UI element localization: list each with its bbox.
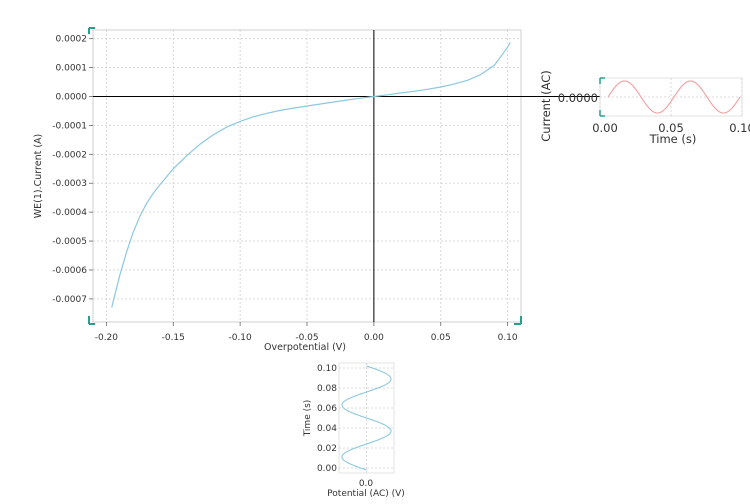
main-y-tick-label: -0.0004 [52, 208, 87, 218]
main-y-ticks: 0.0002 0.0001 0.0000 -0.0001 -0.0002 -0.0003 -… [52, 35, 93, 305]
potential-ac-x-axis-label: Potential (AC) (V) [327, 489, 405, 499]
main-x-tick-label: -0.15 [162, 333, 185, 343]
potential-ac-grid [339, 363, 394, 473]
main-x-tick-label: -0.10 [228, 333, 252, 343]
main-grid [93, 30, 521, 322]
main-zero-axes [93, 30, 600, 322]
main-y-axis-label: WE(1).Current (A) [33, 134, 44, 218]
current-ac-corner-bl[interactable] [599, 110, 605, 117]
current-ac-grid [599, 78, 743, 116]
main-x-ticks: -0.20 -0.15 -0.10 -0.05 0.00 0.05 0.10 [95, 322, 518, 343]
potential-ac-y-tick-label: 0.02 [317, 444, 337, 454]
main-x-tick-label: 0.00 [364, 333, 384, 343]
potential-ac-y-tick-label: 0.06 [317, 404, 337, 414]
main-y-tick-label: 0.0002 [56, 35, 88, 45]
corner-handle-bl[interactable] [88, 316, 95, 325]
main-y-tick-label: -0.0005 [52, 237, 87, 247]
current-ac-series-line [607, 80, 741, 114]
main-y-tick-label: -0.0006 [52, 266, 87, 276]
potential-ac-y-tick-label: 0.04 [317, 424, 337, 434]
potential-ac-y-axis-label: Time (s) [303, 400, 313, 438]
potential-ac-y-tick-label: 0.08 [317, 384, 337, 394]
current-ac-x-tick-label: 0.10 [729, 121, 750, 135]
main-x-tick-label: -0.05 [295, 333, 318, 343]
main-x-tick-label: 0.05 [431, 333, 451, 343]
potential-ac-series-line [341, 365, 392, 471]
main-x-tick-label: -0.20 [95, 333, 119, 343]
potential-ac-y-ticks: 0.10 0.08 0.06 0.04 0.02 0.00 [317, 364, 337, 474]
main-y-tick-label: -0.0002 [52, 150, 87, 160]
main-x-axis-label: Overpotential (V) [264, 342, 346, 353]
corner-handle-br[interactable] [514, 316, 522, 325]
potential-ac-x-tick: 0.0 [359, 479, 374, 489]
potential-ac-y-tick-label: 0.10 [317, 364, 337, 374]
main-series-line [111, 42, 511, 308]
main-y-tick-label: 0.0001 [56, 64, 88, 74]
main-y-tick-label: -0.0007 [52, 295, 87, 305]
main-y-tick-label: -0.0003 [52, 179, 87, 189]
corner-handle-tl[interactable] [88, 27, 95, 34]
current-ac-y-tick: 0.0000 [558, 91, 598, 105]
current-ac-x-ticks: 0.00 0.05 0.10 [592, 121, 750, 135]
main-y-tick-label: -0.0001 [52, 121, 87, 131]
current-ac-corner-tl[interactable] [599, 77, 605, 84]
potential-ac-chart: 0.10 0.08 0.06 0.04 0.02 0.00 0.0 Potential (… [303, 362, 405, 499]
current-ac-x-tick-label: 0.00 [592, 121, 618, 135]
current-ac-chart: 0.0000 0.00 0.05 0.10 Time (s) Current (AC… [539, 70, 750, 146]
current-ac-x-axis-label: Time (s) [649, 132, 697, 146]
main-x-tick-label: 0.10 [498, 333, 518, 343]
current-ac-y-axis-label: Current (AC) [539, 70, 553, 142]
main-chart: 0.0002 0.0001 0.0000 -0.0001 -0.0002 -0.0003 -… [33, 27, 600, 353]
current-ac-x-tick-label: 0.05 [658, 121, 684, 135]
potential-ac-y-tick-label: 0.00 [317, 464, 337, 474]
main-y-tick-label: 0.0000 [56, 92, 88, 102]
